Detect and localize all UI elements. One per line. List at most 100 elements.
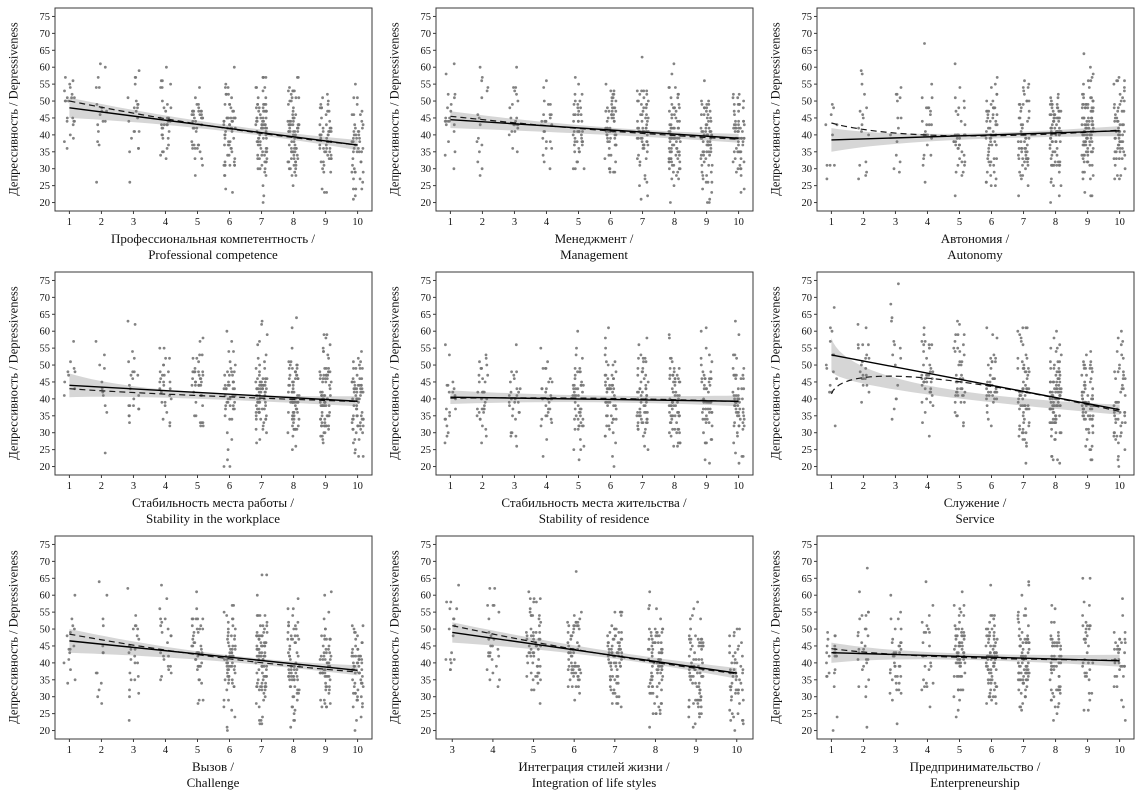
svg-text:2: 2 <box>480 217 485 228</box>
y-axis-title-cell: Депрессивность / Depressiveness <box>381 529 409 759</box>
svg-text:65: 65 <box>421 574 432 585</box>
svg-text:65: 65 <box>421 46 432 57</box>
plot-frame <box>435 271 754 476</box>
y-axis-title: Депрессивность / Depressiveness <box>769 550 783 723</box>
svg-text:40: 40 <box>802 394 813 405</box>
scatter-points <box>62 316 365 468</box>
svg-text:75: 75 <box>421 276 432 287</box>
svg-text:9: 9 <box>323 217 328 228</box>
y-axis-title-cell: Депрессивность / Depressiveness <box>0 1 28 231</box>
svg-text:5: 5 <box>195 745 200 756</box>
svg-text:40: 40 <box>421 394 432 405</box>
x-axis-title-en: Professional competence <box>148 247 278 262</box>
svg-text:2: 2 <box>99 217 104 228</box>
svg-text:1: 1 <box>829 745 834 756</box>
x-axis-title-ru: Вызов / <box>192 759 234 774</box>
svg-text:40: 40 <box>421 130 432 141</box>
svg-text:65: 65 <box>40 46 51 57</box>
svg-text:10: 10 <box>733 481 744 492</box>
svg-text:5: 5 <box>531 745 536 756</box>
svg-text:1: 1 <box>67 745 72 756</box>
svg-text:7: 7 <box>640 481 645 492</box>
svg-text:2: 2 <box>480 481 485 492</box>
regression-line-solid <box>452 631 737 674</box>
svg-text:3: 3 <box>131 217 136 228</box>
svg-text:20: 20 <box>802 726 813 737</box>
svg-text:50: 50 <box>40 361 51 372</box>
svg-text:55: 55 <box>421 344 432 355</box>
svg-text:70: 70 <box>802 557 813 568</box>
svg-text:5: 5 <box>957 217 962 228</box>
svg-text:40: 40 <box>802 130 813 141</box>
x-axis-title-en: Service <box>955 511 995 526</box>
svg-text:6: 6 <box>608 481 613 492</box>
regression-line-solid <box>831 652 1120 662</box>
y-axis-ticks: 20 25 30 35 40 45 50 55 60 65 70 75 <box>421 276 436 473</box>
svg-text:8: 8 <box>1053 217 1058 228</box>
svg-text:2: 2 <box>99 745 104 756</box>
loess-line-dashed <box>69 633 358 673</box>
svg-text:40: 40 <box>40 658 51 669</box>
x-axis-title-en: Autonomy <box>947 247 1003 262</box>
svg-text:40: 40 <box>40 130 51 141</box>
svg-text:9: 9 <box>704 217 709 228</box>
y-axis-title: Депрессивность / Depressiveness <box>388 22 402 195</box>
svg-text:1: 1 <box>829 217 834 228</box>
svg-text:1: 1 <box>67 217 72 228</box>
svg-text:75: 75 <box>421 540 432 551</box>
y-axis-ticks: 20 25 30 35 40 45 50 55 60 65 70 75 <box>40 276 55 473</box>
svg-text:50: 50 <box>421 97 432 108</box>
x-axis-title-ru: Стабильность места работы / <box>132 495 294 510</box>
x-axis-ticks: 1 2 3 4 5 6 7 8 9 10 <box>829 739 1125 756</box>
svg-text:20: 20 <box>421 726 432 737</box>
svg-text:65: 65 <box>802 46 813 57</box>
scatter-points <box>63 62 365 204</box>
y-axis-ticks: 20 25 30 35 40 45 50 55 60 65 70 75 <box>421 12 436 209</box>
x-axis-title-en: Stability of residence <box>538 511 650 526</box>
y-axis-title: Депрессивность / Depressiveness <box>387 286 402 459</box>
svg-text:40: 40 <box>40 394 51 405</box>
x-axis-title-en: Management <box>560 247 628 262</box>
y-axis-title-cell: Депрессивность / Depressiveness <box>762 1 790 231</box>
svg-text:65: 65 <box>802 310 813 321</box>
svg-text:4: 4 <box>544 217 550 228</box>
x-axis-title-ru: Профессиональная компетентность / <box>110 231 316 246</box>
x-axis-title-ru: Автономия / <box>940 231 1010 246</box>
x-axis-title-en: Stability in the workplace <box>146 511 280 526</box>
svg-text:10: 10 <box>1114 745 1125 756</box>
svg-text:7: 7 <box>1021 481 1026 492</box>
svg-text:70: 70 <box>40 293 51 304</box>
svg-text:20: 20 <box>802 462 813 473</box>
svg-text:4: 4 <box>925 745 931 756</box>
y-axis-title: Депрессивность / Depressiveness <box>7 286 21 459</box>
svg-text:1: 1 <box>67 481 72 492</box>
svg-text:2: 2 <box>861 481 866 492</box>
scatter-points <box>62 573 365 732</box>
svg-text:35: 35 <box>40 675 51 686</box>
loess-line-dashed <box>450 115 739 140</box>
confidence-band <box>69 373 358 407</box>
svg-text:70: 70 <box>421 293 432 304</box>
y-axis-title-line2: Depressiveness <box>387 286 402 364</box>
svg-text:50: 50 <box>421 361 432 372</box>
svg-text:75: 75 <box>802 12 813 23</box>
svg-text:4: 4 <box>925 217 931 228</box>
svg-text:9: 9 <box>693 745 698 756</box>
svg-text:25: 25 <box>40 709 51 720</box>
plot-frame <box>816 271 1135 476</box>
y-axis-title-cell: Депрессивность / Depressiveness <box>0 265 28 495</box>
svg-text:70: 70 <box>40 557 51 568</box>
svg-text:6: 6 <box>227 745 232 756</box>
x-axis-title: Интеграция стилей жизни / Integration of… <box>409 759 762 793</box>
svg-text:7: 7 <box>612 745 617 756</box>
svg-text:1: 1 <box>448 217 453 228</box>
svg-text:10: 10 <box>352 217 363 228</box>
y-axis-ticks: 20 25 30 35 40 45 50 55 60 65 70 75 <box>421 540 436 737</box>
y-axis-title-line2: Depressiveness <box>768 286 783 364</box>
svg-text:35: 35 <box>802 147 813 158</box>
